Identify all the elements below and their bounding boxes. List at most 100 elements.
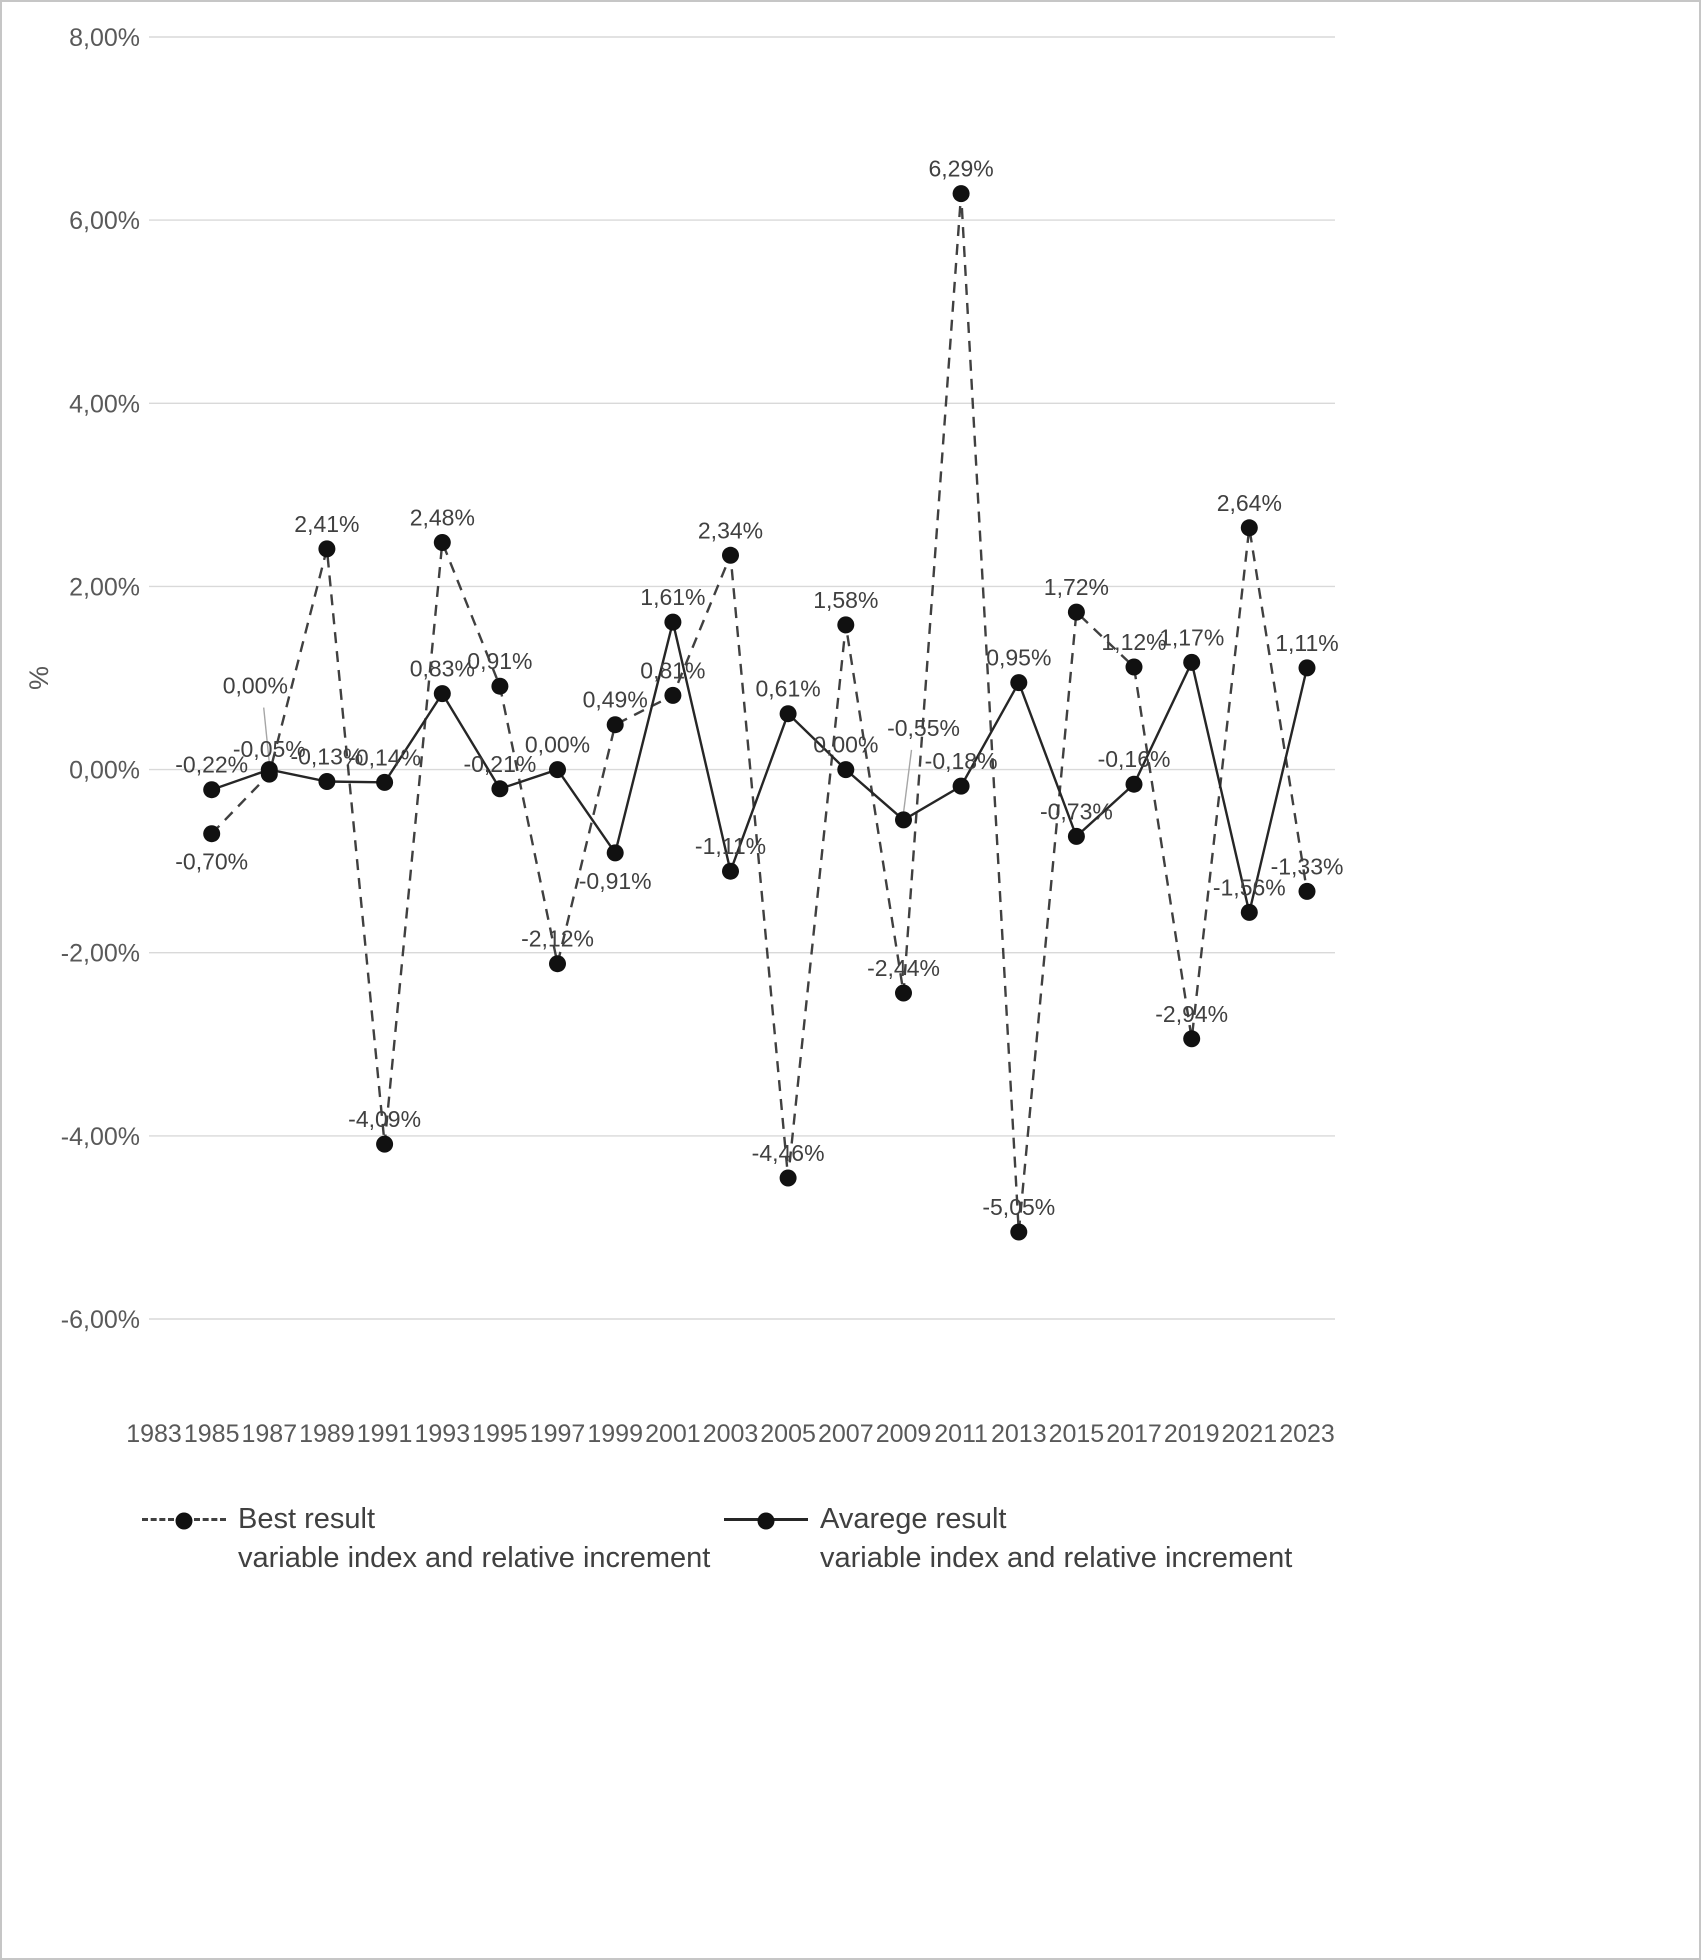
data-label: -0,16% xyxy=(1098,746,1171,772)
dashed-line-marker-icon xyxy=(142,1512,226,1529)
data-label: 0,81% xyxy=(640,657,705,683)
data-point xyxy=(1183,653,1201,671)
data-label: 0,49% xyxy=(583,687,648,713)
series-line-best-result xyxy=(210,193,1309,1233)
data-point xyxy=(549,761,566,779)
data-label: 0,95% xyxy=(986,645,1051,671)
data-point xyxy=(722,862,739,880)
data-label: 1,12% xyxy=(1101,629,1166,655)
data-label: 0,00% xyxy=(223,673,288,699)
data-label: -0,73% xyxy=(1040,798,1113,824)
data-label: 2,48% xyxy=(410,505,475,531)
x-axis-tick-label: 1993 xyxy=(414,1420,470,1448)
data-point xyxy=(1298,659,1316,677)
series-line-average-result xyxy=(211,621,1309,913)
x-axis-tick-label: 2003 xyxy=(703,1420,759,1448)
data-label: -4,46% xyxy=(752,1140,825,1166)
data-label: 2,64% xyxy=(1217,490,1282,516)
x-axis-tick-label: 1999 xyxy=(587,1420,643,1448)
x-axis-tick-label: 1991 xyxy=(357,1420,413,1448)
x-axis-tick-label: 2001 xyxy=(645,1420,701,1448)
data-point xyxy=(779,705,797,723)
data-point xyxy=(664,613,682,631)
y-axis-tick-label: 6,00% xyxy=(69,207,140,235)
series-dot-icon xyxy=(757,1512,775,1529)
data-point xyxy=(1125,775,1143,793)
chart-legend: Best result variable index and relative … xyxy=(142,1498,1306,1575)
data-label: -0,91% xyxy=(579,868,652,894)
data-point xyxy=(433,685,451,703)
x-axis-tick-label: 2005 xyxy=(760,1420,816,1448)
y-axis-tick-label: -6,00% xyxy=(61,1306,140,1334)
y-axis-tick-label: -2,00% xyxy=(61,940,140,968)
x-axis-tick-label: 2009 xyxy=(876,1420,932,1448)
legend-item-average-result: Avarege result variable index and relati… xyxy=(724,1498,1306,1575)
data-label: -1,11% xyxy=(695,833,766,859)
data-point xyxy=(837,616,855,634)
data-label: 1,72% xyxy=(1044,574,1109,600)
data-label: 0,91% xyxy=(467,648,532,674)
x-axis-tick-label: 2015 xyxy=(1049,1420,1105,1448)
x-axis-tick-label: 1989 xyxy=(299,1420,355,1448)
series-dot-icon xyxy=(175,1512,193,1529)
y-axis-title: % xyxy=(24,666,54,690)
data-point xyxy=(606,716,624,734)
legend-label-average: Avarege result xyxy=(820,1502,1007,1535)
data-label: -0,05% xyxy=(233,736,306,762)
data-label: -0,18% xyxy=(925,748,998,774)
data-point xyxy=(779,1169,797,1187)
data-label: -0,70% xyxy=(175,849,248,875)
data-label: 1,11% xyxy=(1275,630,1339,656)
x-axis-tick-label: 1997 xyxy=(530,1420,586,1448)
label-leader-line xyxy=(902,749,913,813)
data-label: 2,34% xyxy=(698,517,763,543)
data-point xyxy=(203,825,221,843)
legend-label-best: Best result xyxy=(238,1502,375,1535)
data-label: 1,17% xyxy=(1159,624,1224,650)
data-label: 0,83% xyxy=(410,656,475,682)
data-point xyxy=(491,780,509,798)
data-point xyxy=(549,955,566,973)
data-point xyxy=(895,984,912,1002)
data-label: -0,13% xyxy=(290,744,363,770)
data-point xyxy=(433,534,451,551)
data-point xyxy=(318,773,336,790)
data-label: -2,44% xyxy=(867,955,940,981)
data-label: -5,05% xyxy=(982,1194,1055,1220)
data-point xyxy=(1183,1030,1201,1048)
x-axis-tick-label: 1983 xyxy=(126,1420,182,1448)
data-point xyxy=(1240,903,1258,921)
data-label: 0,61% xyxy=(755,676,820,702)
data-point xyxy=(895,811,912,829)
legend-row: Avarege result xyxy=(724,1498,1306,1540)
data-label: -0,22% xyxy=(175,752,248,778)
legend-row: Best result xyxy=(142,1498,724,1540)
data-label: 2,41% xyxy=(294,511,359,537)
y-axis-tick-label: 0,00% xyxy=(69,757,140,785)
x-axis-tick-label: 2017 xyxy=(1106,1420,1162,1448)
data-point xyxy=(260,761,278,779)
y-axis-tick-label: -4,00% xyxy=(61,1123,140,1151)
legend-item-best-result: Best result variable index and relative … xyxy=(142,1498,724,1575)
data-label: 1,61% xyxy=(640,584,705,610)
data-label: -2,94% xyxy=(1155,1001,1228,1027)
data-point xyxy=(722,546,739,564)
x-axis-tick-label: 2023 xyxy=(1279,1420,1335,1448)
x-axis-tick-label: 2019 xyxy=(1164,1420,1220,1448)
data-point xyxy=(1010,674,1028,692)
data-point xyxy=(837,761,855,779)
data-label: -0,21% xyxy=(463,751,536,777)
data-point xyxy=(606,844,624,862)
x-axis-tick-label: 2021 xyxy=(1221,1420,1277,1448)
y-axis-tick-label: 2,00% xyxy=(69,573,140,601)
x-axis-tick-label: 2007 xyxy=(818,1420,874,1448)
x-axis-tick-label: 1985 xyxy=(184,1420,240,1448)
legend-sublabel-best: variable index and relative increment xyxy=(238,1542,711,1574)
data-point xyxy=(1125,658,1143,676)
data-label: -1,33% xyxy=(1271,853,1344,879)
data-point xyxy=(491,677,509,695)
data-point xyxy=(952,777,970,795)
data-point xyxy=(1298,882,1316,900)
data-point xyxy=(376,773,394,791)
